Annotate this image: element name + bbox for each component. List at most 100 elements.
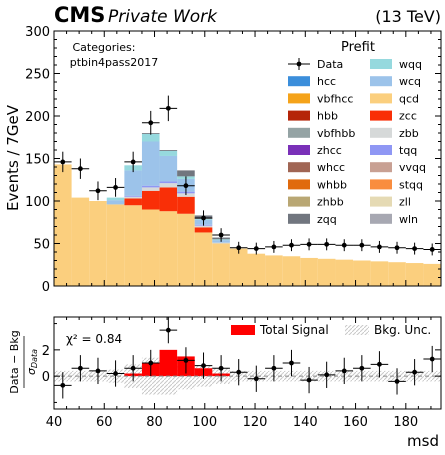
- data-point: [130, 159, 136, 165]
- stack-bar-qcd: [229, 248, 248, 286]
- residual-plot-frame: [53, 316, 442, 410]
- data-point: [394, 245, 400, 251]
- legend-swatch-zcc: [370, 110, 392, 121]
- legend-swatch-whbb: [288, 179, 310, 190]
- x-tick-label: 180: [393, 415, 418, 430]
- legend-swatch-whcc: [288, 162, 310, 173]
- data-point: [341, 242, 347, 248]
- x-axis-label: msd: [407, 432, 439, 450]
- residual-y-axis-label: Data − Bkg σData: [8, 330, 39, 393]
- data-point: [113, 185, 118, 190]
- stack-bar-qcd: [247, 253, 266, 286]
- data-point: [377, 244, 382, 250]
- data-point: [306, 241, 312, 247]
- x-tick-label: 160: [343, 415, 368, 430]
- stack-bar-zcc: [141, 190, 160, 210]
- y-tick-label: 300: [25, 25, 50, 40]
- legend-label-zhbb: zhbb: [317, 196, 344, 209]
- legend-swatch-qcd: [370, 93, 392, 104]
- legend-swatch-vbfhbb: [288, 127, 310, 138]
- stack-bar-qcd: [177, 213, 195, 286]
- stack-bar-qcd: [282, 256, 301, 286]
- stack-bar-zcc: [194, 227, 213, 233]
- stack-bar-qcd: [405, 263, 424, 286]
- svg-text:σData: σData: [25, 349, 39, 375]
- data-point: [359, 242, 365, 248]
- total-signal-swatch: [231, 325, 255, 335]
- x-tick-label: 100: [192, 415, 217, 430]
- categories-label: Categories:: [73, 41, 136, 54]
- stack-bar-qcd: [265, 255, 283, 286]
- residual-point: [148, 360, 154, 366]
- stack-bar-tqq: [124, 195, 142, 197]
- data-point: [289, 242, 294, 248]
- main-histogram-panel: 0 50 100 150 200 250 300 Categories: ptbin4pas…: [4, 25, 442, 295]
- y-tick-label: 50: [33, 238, 50, 253]
- legend-label-vbfhcc: vbfhcc: [317, 92, 353, 105]
- residual-point: [113, 371, 118, 376]
- legend-swatch-vbfhcc: [288, 93, 310, 104]
- data-point: [183, 183, 189, 189]
- signal-bar: [159, 349, 178, 377]
- stack-bar-qcd: [370, 261, 389, 286]
- legend-label-wln: wln: [399, 213, 418, 226]
- data-point: [148, 120, 154, 126]
- residual-y-tick-label: 0: [42, 370, 50, 385]
- bkg-unc-swatch: [345, 325, 369, 335]
- svg-text:Data − Bkg: Data − Bkg: [8, 330, 21, 393]
- residual-point: [394, 379, 400, 384]
- stack-bar-wqq: [159, 150, 178, 156]
- legend-swatch-stqq: [370, 179, 392, 190]
- stack-bar-qcd: [141, 209, 160, 286]
- stack-bar-qcd: [54, 164, 72, 286]
- legend: Data hcc vbfhcc hbb vbfhbb zhcc whcc whbb zhbb zq…: [288, 58, 426, 226]
- residual-point: [77, 365, 83, 371]
- residual-point: [218, 365, 224, 371]
- legend-title: Prefit: [341, 40, 375, 55]
- residual-point: [201, 363, 206, 369]
- stack-bar-qcd: [106, 204, 125, 286]
- residual-point: [377, 361, 382, 367]
- residual-y-tick-label: 2: [42, 344, 50, 359]
- residual-panel: 0 2 40 60 80 100 120 140 160 180 Total Signal Bkg…: [8, 316, 442, 450]
- stack-bar-qcd: [353, 260, 371, 286]
- stack-bar-tqq: [141, 185, 160, 188]
- legend-label-hcc: hcc: [317, 75, 336, 88]
- stack-bar-wcq: [141, 141, 160, 186]
- residual-point: [341, 368, 347, 374]
- data-point: [429, 247, 435, 252]
- data-point: [412, 246, 418, 252]
- y-tick-label: 200: [25, 110, 50, 125]
- residual-point: [359, 365, 365, 371]
- legend-swatch-zll: [370, 196, 392, 207]
- x-tick-label: 80: [146, 415, 163, 430]
- legend-label-zbb: zbb: [399, 127, 419, 140]
- legend-label-wqq: wqq: [399, 58, 422, 71]
- legend-label-zcc: zcc: [399, 110, 417, 123]
- stack-bar-zbb: [194, 225, 213, 228]
- residual-point: [324, 372, 330, 378]
- stack-bar-wqq: [141, 133, 160, 142]
- residual-point: [412, 369, 418, 375]
- legend-label-zhcc: zhcc: [317, 144, 342, 157]
- residual-point: [429, 356, 435, 362]
- data-point: [271, 244, 277, 250]
- data-point: [95, 188, 101, 194]
- legend-label-zqq: zqq: [317, 213, 337, 226]
- stack-bar-wcq: [124, 170, 142, 196]
- data-point: [60, 159, 66, 165]
- stack-bar-qcd: [71, 197, 90, 286]
- residual-point: [183, 357, 189, 363]
- residual-point: [289, 360, 294, 366]
- residual-point: [236, 369, 242, 375]
- data-point: [253, 246, 259, 252]
- x-tick-label: 140: [293, 415, 318, 430]
- legend-label-whcc: whcc: [317, 161, 345, 174]
- stack-bar-qcd: [124, 205, 142, 286]
- residual-point: [271, 365, 277, 371]
- legend-label-stqq: stqq: [399, 178, 423, 191]
- stack-bar-zbb: [124, 196, 142, 199]
- legend-swatch-zhbb: [288, 196, 310, 207]
- chi2-label: χ² = 0.84: [66, 332, 122, 346]
- legend-swatch-hcc: [288, 76, 310, 87]
